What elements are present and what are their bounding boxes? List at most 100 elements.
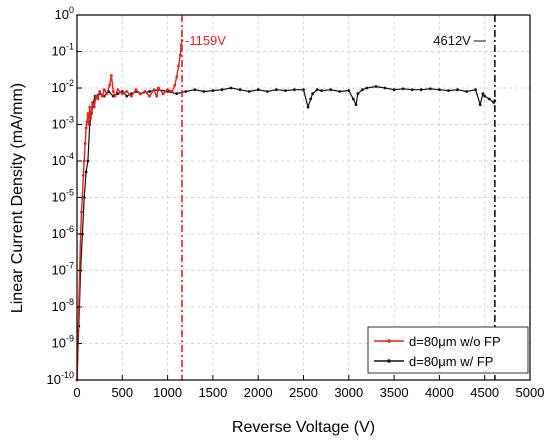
x-tick-label: 500	[111, 385, 133, 400]
y-tick-label: 10-5	[52, 188, 74, 205]
legend-marker-wo-fp	[387, 339, 391, 343]
data-point-wo-fp	[87, 123, 91, 126]
data-point-w-fp	[465, 90, 468, 93]
data-point-w-fp	[361, 88, 364, 92]
data-point-w-fp	[483, 94, 487, 98]
data-point-wo-fp	[166, 88, 170, 92]
data-point-w-fp	[392, 88, 396, 92]
data-point-w-fp	[356, 92, 360, 96]
data-point-w-fp	[229, 86, 233, 90]
data-point-w-fp	[401, 87, 405, 91]
data-point-wo-fp	[80, 210, 83, 214]
data-point-w-fp	[284, 89, 287, 92]
data-point-w-fp	[438, 88, 441, 92]
y-tick-label: 10-6	[52, 224, 74, 241]
x-tick-label: 3500	[380, 385, 409, 400]
data-point-w-fp	[238, 88, 242, 92]
data-point-wo-fp	[84, 126, 88, 130]
series-layer	[75, 39, 497, 382]
data-point-wo-fp	[102, 88, 106, 92]
legend-label-w-fp: d=80μm w/ FP	[409, 354, 493, 369]
data-point-w-fp	[184, 90, 188, 93]
data-point-w-fp	[256, 88, 260, 92]
annotation-breakdown-w-fp: 4612V	[433, 33, 471, 48]
data-point-wo-fp	[86, 112, 90, 115]
data-point-w-fp	[125, 94, 129, 98]
x-tick-label: 2500	[289, 385, 318, 400]
data-point-w-fp	[309, 97, 313, 101]
breakdown-markers	[181, 15, 496, 380]
data-point-w-fp	[320, 89, 323, 92]
data-point-w-fp	[265, 90, 269, 93]
data-point-wo-fp	[92, 105, 96, 109]
y-axis-ticks: 10-10 10-9 10-8 10-7 10-6 10-5 10-4 10-3 10-2 10-…	[47, 5, 82, 387]
data-point-wo-fp	[148, 94, 151, 98]
y-axis-title: Linear Current Density (mA/mm)	[9, 83, 26, 313]
grid-lines	[77, 15, 530, 380]
legend: d=80μm w/o FP d=80μm w/ FP	[367, 326, 529, 374]
y-tick-label: 10-9	[52, 334, 74, 351]
annotation-breakdown-wo-fp: -1159V	[185, 33, 226, 48]
series-wo-fp	[75, 39, 184, 382]
data-point-wo-fp	[130, 94, 133, 98]
x-axis-title: Reverse Voltage (V)	[232, 419, 375, 436]
data-point-w-fp	[247, 90, 251, 93]
data-point-wo-fp	[111, 90, 115, 93]
data-point-wo-fp	[173, 83, 177, 87]
legend-label-wo-fp: d=80μm w/o FP	[409, 334, 501, 349]
data-point-w-fp	[354, 103, 358, 106]
data-point-wo-fp	[91, 101, 94, 104]
y-tick-label: 10-7	[52, 261, 74, 278]
data-point-w-fp	[347, 89, 351, 92]
data-point-wo-fp	[120, 92, 124, 96]
x-axis-ticks: 0 500 1000 1500 2000 2500 3000 3500 4000 4500 5000	[73, 375, 544, 400]
data-point-w-fp	[428, 87, 432, 91]
data-point-wo-fp	[82, 159, 86, 163]
data-point-w-fp	[383, 86, 387, 90]
y-tick-label: 10-4	[52, 151, 74, 168]
y-tick-label: 10-8	[52, 297, 74, 314]
data-point-w-fp	[419, 88, 423, 92]
data-point-wo-fp	[108, 83, 111, 87]
data-point-wo-fp	[105, 92, 109, 96]
data-point-w-fp	[474, 88, 477, 92]
x-tick-label: 2000	[244, 385, 273, 400]
data-point-wo-fp	[96, 97, 100, 101]
data-point-wo-fp	[110, 74, 113, 77]
data-point-w-fp	[306, 105, 310, 109]
data-point-wo-fp	[81, 196, 84, 199]
data-point-w-fp	[338, 90, 342, 93]
data-point-wo-fp	[113, 94, 117, 98]
legend-marker-w-fp	[387, 359, 391, 363]
data-point-w-fp	[374, 85, 378, 88]
legend-box	[367, 326, 529, 374]
data-point-w-fp	[193, 88, 197, 92]
data-point-w-fp	[365, 86, 369, 90]
data-point-w-fp	[487, 97, 491, 101]
y-tick-label: 10-1	[52, 42, 74, 59]
x-tick-label: 4000	[425, 385, 454, 400]
data-point-wo-fp	[88, 105, 92, 109]
data-point-wo-fp	[152, 88, 156, 92]
data-point-wo-fp	[116, 88, 120, 92]
data-point-wo-fp	[125, 90, 129, 93]
data-point-w-fp	[481, 92, 485, 96]
x-tick-label: 4500	[470, 385, 499, 400]
data-point-w-fp	[86, 159, 90, 163]
data-point-w-fp	[220, 88, 224, 92]
legend-entry-w-fp: d=80μm w/ FP	[374, 354, 493, 369]
data-point-w-fp	[478, 103, 482, 106]
x-tick-label: 1500	[198, 385, 227, 400]
data-point-w-fp	[302, 88, 305, 92]
y-tick-label: 10-2	[52, 78, 74, 95]
y-tick-label: 100	[55, 5, 74, 22]
x-tick-label: 1000	[153, 385, 182, 400]
data-point-w-fp	[211, 89, 215, 92]
x-tick-label: 0	[73, 385, 80, 400]
data-point-w-fp	[175, 92, 179, 96]
data-point-wo-fp	[139, 92, 142, 96]
data-point-w-fp	[456, 88, 459, 92]
data-point-w-fp	[84, 170, 88, 174]
data-point-w-fp	[311, 92, 314, 96]
